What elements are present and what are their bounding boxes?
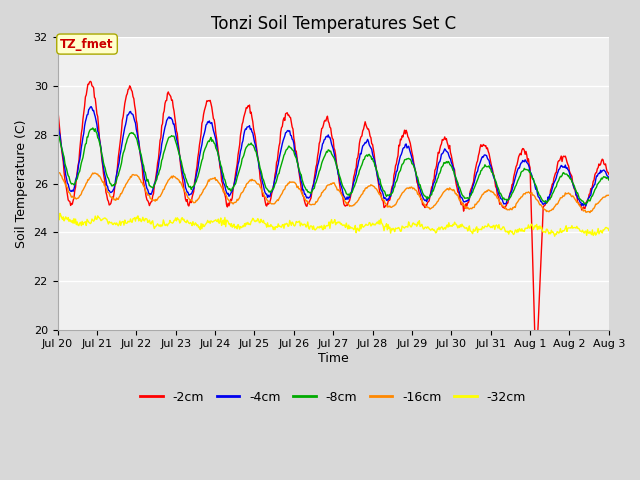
- -32cm: [56, 210, 64, 216]
- -8cm: [54, 129, 61, 135]
- -16cm: [500, 204, 508, 209]
- Legend: -2cm, -4cm, -8cm, -16cm, -32cm: -2cm, -4cm, -8cm, -16cm, -32cm: [135, 385, 531, 408]
- -32cm: [551, 233, 559, 239]
- Text: TZ_fmet: TZ_fmet: [60, 37, 114, 50]
- -16cm: [80, 186, 88, 192]
- -32cm: [500, 224, 508, 230]
- -32cm: [54, 215, 61, 221]
- Line: -32cm: -32cm: [58, 213, 609, 236]
- X-axis label: Time: Time: [318, 352, 349, 365]
- -4cm: [582, 203, 589, 209]
- Line: -4cm: -4cm: [58, 107, 609, 206]
- -8cm: [375, 176, 383, 181]
- -8cm: [209, 139, 217, 144]
- -32cm: [80, 220, 88, 226]
- -2cm: [532, 371, 540, 376]
- Title: Tonzi Soil Temperatures Set C: Tonzi Soil Temperatures Set C: [211, 15, 456, 33]
- -8cm: [582, 201, 589, 207]
- Line: -2cm: -2cm: [58, 81, 609, 373]
- -2cm: [86, 78, 94, 84]
- -16cm: [375, 191, 383, 197]
- -2cm: [375, 186, 383, 192]
- -8cm: [356, 166, 364, 172]
- -16cm: [55, 170, 63, 176]
- -4cm: [430, 180, 438, 186]
- -8cm: [89, 125, 97, 131]
- -8cm: [605, 177, 612, 183]
- -32cm: [430, 227, 438, 233]
- -4cm: [356, 151, 364, 156]
- Line: -16cm: -16cm: [58, 173, 609, 213]
- -2cm: [430, 176, 438, 182]
- -8cm: [500, 195, 508, 201]
- -16cm: [209, 176, 217, 181]
- -4cm: [209, 128, 217, 133]
- -16cm: [586, 210, 594, 216]
- -32cm: [209, 218, 217, 224]
- -16cm: [430, 203, 438, 208]
- -2cm: [500, 205, 508, 211]
- -2cm: [54, 105, 61, 111]
- -8cm: [430, 185, 438, 191]
- -4cm: [54, 118, 61, 124]
- -4cm: [500, 201, 508, 207]
- -16cm: [54, 170, 61, 176]
- Y-axis label: Soil Temperature (C): Soil Temperature (C): [15, 119, 28, 248]
- -4cm: [79, 134, 87, 140]
- Line: -8cm: -8cm: [58, 128, 609, 204]
- -4cm: [87, 104, 95, 109]
- -2cm: [605, 171, 612, 177]
- -2cm: [209, 116, 217, 121]
- -2cm: [356, 136, 364, 142]
- -32cm: [356, 222, 364, 228]
- -32cm: [605, 228, 612, 233]
- -8cm: [79, 155, 87, 160]
- -4cm: [375, 181, 383, 187]
- -32cm: [375, 217, 383, 223]
- -16cm: [605, 192, 612, 198]
- -4cm: [605, 176, 612, 181]
- -2cm: [79, 116, 87, 122]
- -16cm: [356, 194, 364, 200]
